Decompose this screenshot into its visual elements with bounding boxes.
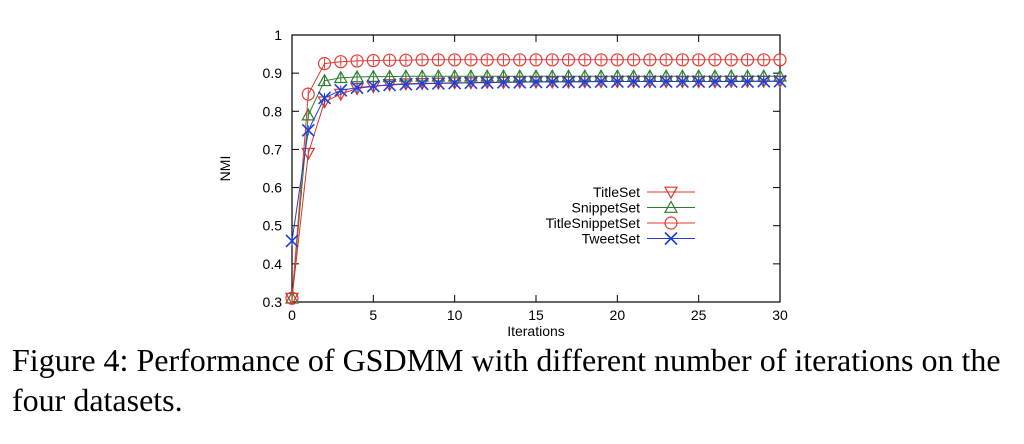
legend-marker [663, 186, 679, 200]
x-tick-label: 15 [528, 307, 544, 323]
data-point-TitleSnippetSet [740, 53, 755, 67]
data-point-TweetSet [301, 123, 315, 137]
data-point-TitleSnippetSet [366, 53, 380, 68]
data-point-TitleSnippetSet [383, 53, 397, 67]
data-point-TweetSet [610, 74, 624, 89]
legend-marker [664, 231, 678, 246]
legend-marker [664, 216, 678, 230]
data-point-TitleSnippetSet [480, 53, 494, 67]
legend-label: TweetSet [582, 231, 640, 247]
series-line-TweetSet [291, 80, 780, 242]
data-point-TitleSnippetSet [301, 87, 315, 101]
data-point-TweetSet [464, 76, 478, 90]
y-tick-label: 0.3 [263, 294, 283, 310]
data-point-TitleSnippetSet [643, 53, 657, 67]
data-point-SnippetSet [350, 69, 365, 83]
data-point-TitleSnippetSet [578, 53, 592, 67]
y-tick-label: 0.5 [263, 218, 283, 234]
data-point-TweetSet [659, 74, 673, 89]
y-axis-label: NMI [217, 156, 233, 182]
data-point-TitleSnippetSet [561, 53, 576, 67]
y-tick-label: 0.8 [263, 103, 283, 119]
y-tick-label: 1 [274, 27, 282, 43]
nmi-line-chart: 0.30.40.50.60.70.80.910 5 10 15 20 25 30Iterat… [217, 27, 788, 339]
legend-marker [663, 200, 679, 213]
data-point-TweetSet [643, 74, 657, 89]
data-point-TitleSnippetSet [415, 53, 429, 67]
y-tick-label: 0.9 [263, 65, 283, 81]
data-point-TweetSet [724, 74, 738, 89]
data-point-TitleSnippetSet [610, 53, 624, 67]
data-point-TweetSet [757, 74, 771, 88]
data-point-TweetSet [513, 75, 527, 89]
x-tick-label: 30 [772, 307, 788, 323]
data-point-SnippetSet [317, 73, 332, 87]
legend-label: TitleSet [593, 184, 640, 200]
data-point-TweetSet [708, 74, 722, 89]
data-point-TweetSet [480, 76, 494, 90]
x-tick-label: 5 [369, 307, 377, 323]
data-point-TitleSnippetSet [464, 53, 478, 67]
data-point-TweetSet [334, 83, 348, 97]
data-point-TweetSet [366, 79, 380, 93]
data-point-TweetSet [399, 77, 413, 91]
data-point-TitleSnippetSet [626, 53, 641, 67]
data-point-TitleSnippetSet [513, 53, 527, 67]
x-tick-label: 20 [610, 307, 626, 323]
y-tick-label: 0.7 [263, 141, 283, 157]
data-point-TitleSnippetSet [675, 53, 690, 67]
x-tick-label: 10 [447, 307, 463, 323]
series-line-SnippetSet [291, 75, 780, 299]
data-point-TweetSet [285, 234, 299, 248]
data-point-TweetSet [545, 75, 559, 89]
data-point-SnippetSet [333, 70, 348, 84]
data-point-TweetSet [594, 74, 608, 89]
data-point-TitleSnippetSet [708, 53, 722, 67]
data-point-TweetSet [317, 91, 332, 105]
data-point-TitleSnippetSet [285, 291, 299, 305]
data-point-TitleSnippetSet [399, 53, 413, 67]
data-point-TitleSnippetSet [659, 53, 673, 67]
series-line-TitleSet [291, 80, 780, 299]
data-point-TitleSnippetSet [724, 53, 738, 67]
data-point-TitleSnippetSet [448, 53, 462, 67]
data-point-TweetSet [561, 75, 576, 89]
figure-caption: Figure 4: Performance of GSDMM with diff… [12, 342, 1001, 418]
data-point-TitleSnippetSet [496, 53, 511, 67]
data-point-TweetSet [740, 74, 755, 89]
data-point-TitleSnippetSet [334, 55, 348, 69]
data-point-TweetSet [415, 77, 429, 91]
data-point-TweetSet [578, 75, 592, 89]
data-point-TweetSet [383, 78, 397, 92]
data-point-TitleSnippetSet [757, 53, 771, 67]
data-point-TitleSnippetSet [773, 53, 787, 67]
data-point-TitleSnippetSet [317, 57, 332, 71]
data-point-TweetSet [773, 74, 787, 88]
data-point-TitleSnippetSet [594, 53, 608, 67]
data-point-TitleSnippetSet [545, 53, 559, 67]
series-line-TitleSnippetSet [291, 59, 780, 299]
y-tick-label: 0.4 [263, 256, 283, 272]
legend-label: TitleSnippetSet [546, 215, 641, 231]
data-point-TitleSnippetSet [350, 54, 364, 68]
data-point-TweetSet [529, 75, 543, 89]
x-tick-label: 0 [288, 307, 296, 323]
data-point-TweetSet [627, 74, 641, 89]
x-tick-label: 25 [691, 307, 707, 323]
data-point-TweetSet [675, 74, 689, 89]
data-point-TweetSet [692, 74, 706, 89]
data-point-TitleSnippetSet [431, 53, 445, 67]
x-axis-label: Iterations [507, 323, 565, 339]
y-tick-label: 0.6 [263, 180, 283, 196]
data-point-TweetSet [350, 81, 364, 95]
data-point-TweetSet [448, 76, 462, 90]
data-point-TweetSet [431, 76, 445, 91]
data-point-TitleSnippetSet [692, 53, 706, 67]
data-point-TitleSnippetSet [529, 53, 543, 67]
legend-label: SnippetSet [572, 200, 641, 216]
data-point-SnippetSet [301, 107, 316, 121]
data-point-TweetSet [496, 75, 511, 89]
